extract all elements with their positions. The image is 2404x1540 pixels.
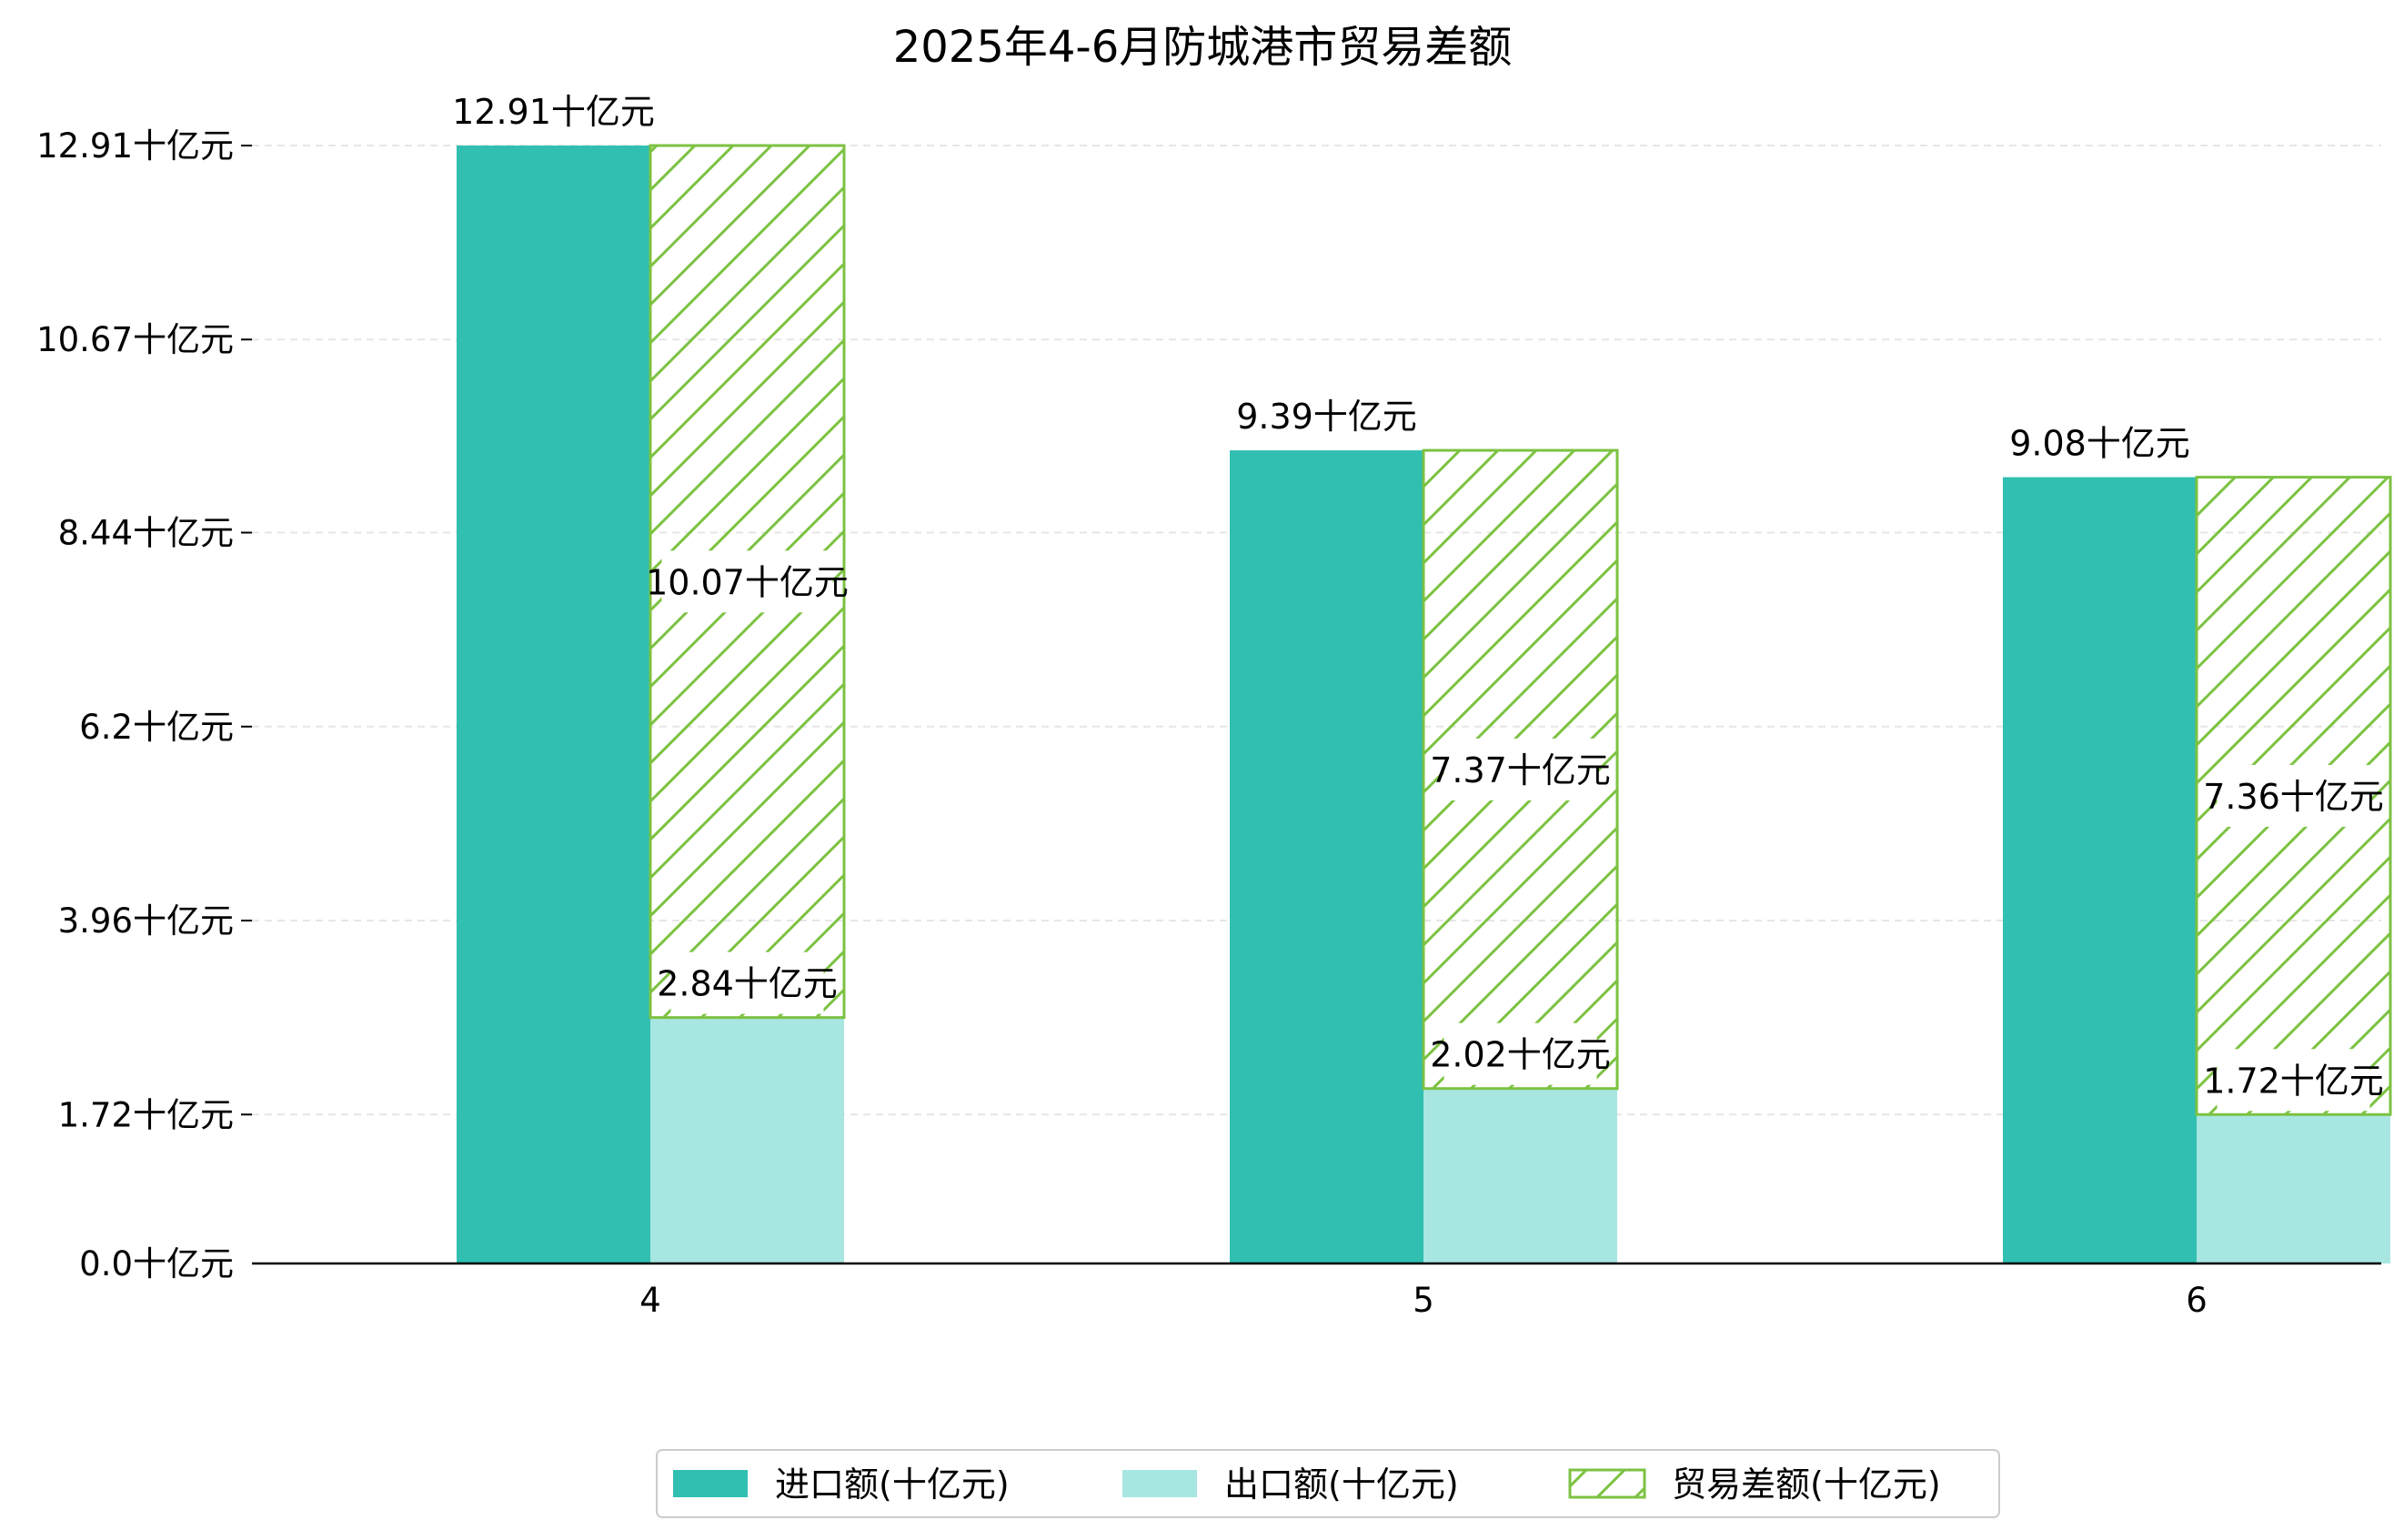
export-value-label-bg — [1443, 1022, 1597, 1085]
x-tick-label: 5 — [1413, 1281, 1434, 1320]
x-tick-label: 6 — [2186, 1281, 2208, 1320]
import-value-label: 9.39十亿元 — [1236, 397, 1417, 437]
y-tick-label: 3.96十亿元 — [58, 901, 234, 941]
y-tick-label: 1.72十亿元 — [58, 1095, 234, 1134]
import-value-label: 12.91十亿元 — [452, 92, 655, 132]
y-tick-label: 10.67十亿元 — [36, 320, 234, 359]
legend-frame — [656, 1449, 2000, 1518]
legend-balance-label: 贸易差额(十亿元) — [1672, 1465, 1941, 1505]
export-value-label-bg — [670, 951, 824, 1014]
balance-value-label: 10.07十亿元 — [646, 562, 849, 602]
export-value-label: 1.72十亿元 — [2203, 1061, 2384, 1101]
legend-export-label: 出口额(十亿元) — [1224, 1465, 1459, 1505]
balance-value-label-bg — [661, 550, 833, 613]
balance-value-label: 7.36十亿元 — [2203, 777, 2384, 817]
import-value-label-bg — [468, 80, 639, 142]
balance-value-label-bg — [1443, 738, 1597, 800]
import-bar — [457, 146, 650, 1263]
y-tick-label: 12.91十亿元 — [36, 126, 234, 166]
x-tick-label: 4 — [639, 1281, 661, 1320]
legend-export-swatch — [1122, 1470, 1197, 1497]
legend: 进口额(十亿元) 出口额(十亿元) 贸易差额(十亿元) — [656, 1449, 2000, 1518]
export-bar — [1423, 1088, 1617, 1263]
balance-value-label-bg — [2217, 764, 2370, 827]
export-bar — [2197, 1114, 2390, 1263]
bars-layer — [457, 144, 2392, 1263]
balance-value-label: 7.37十亿元 — [1430, 750, 1611, 790]
legend-import-label: 进口额(十亿元) — [775, 1465, 1010, 1505]
export-bar — [650, 1017, 844, 1263]
labels-layer: 12.91十亿元 2.84十亿元 10.07十亿元 9.39十亿元 2.02十亿元 7.3… — [452, 80, 2384, 1112]
import-bar — [2003, 477, 2197, 1263]
import-bar — [1230, 450, 1423, 1263]
export-value-label: 2.02十亿元 — [1430, 1035, 1611, 1075]
export-value-label: 2.84十亿元 — [657, 964, 838, 1004]
y-tick-label: 6.2十亿元 — [79, 708, 234, 747]
import-value-label: 9.08十亿元 — [2009, 424, 2190, 464]
y-tick-label: 0.0十亿元 — [79, 1244, 234, 1283]
chart-title: 2025年4-6月防城港市贸易差额 — [893, 22, 1513, 73]
y-tick-label: 8.44十亿元 — [58, 514, 234, 553]
export-value-label-bg — [2217, 1049, 2370, 1112]
import-value-label-bg — [1250, 385, 1403, 448]
legend-import-swatch — [673, 1470, 748, 1497]
legend-balance-swatch — [1568, 1468, 1646, 1499]
import-value-label-bg — [2023, 411, 2177, 474]
axes-layer: 0.0十亿元 1.72十亿元 3.96十亿元 6.2十亿元 8.44十亿元 10.67十亿… — [36, 126, 2381, 1320]
